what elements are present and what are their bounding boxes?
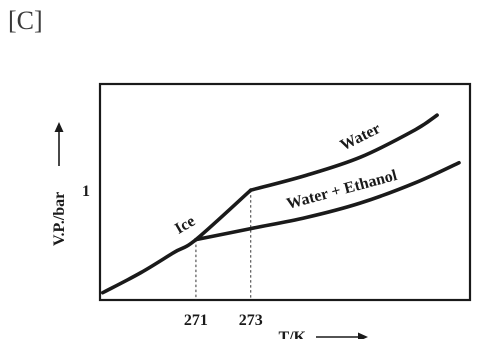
y-axis-arrow-head — [54, 122, 64, 132]
x-axis-title: T/K — [278, 329, 306, 339]
x-tick-label-273: 273 — [239, 312, 263, 329]
panel-label: [C] — [8, 6, 43, 35]
curve-label-water-ethanol: Water + Ethanol — [285, 167, 400, 213]
axis-labels: 271 273 1 T/K V.P./bar — [51, 122, 368, 339]
x-tick-label-271: 271 — [184, 312, 208, 329]
plot-frame — [98, 82, 472, 302]
curve-water-ethanol — [194, 160, 461, 242]
curve-water — [248, 113, 439, 192]
curves — [100, 113, 461, 295]
y-axis-title: V.P./bar — [51, 192, 68, 246]
x-axis-arrow-head — [358, 332, 368, 339]
curve-ice — [100, 188, 253, 295]
guide-lines — [195, 190, 252, 300]
y-tick-label-1: 1 — [82, 183, 90, 200]
curve-label-ice: Ice — [172, 213, 198, 238]
